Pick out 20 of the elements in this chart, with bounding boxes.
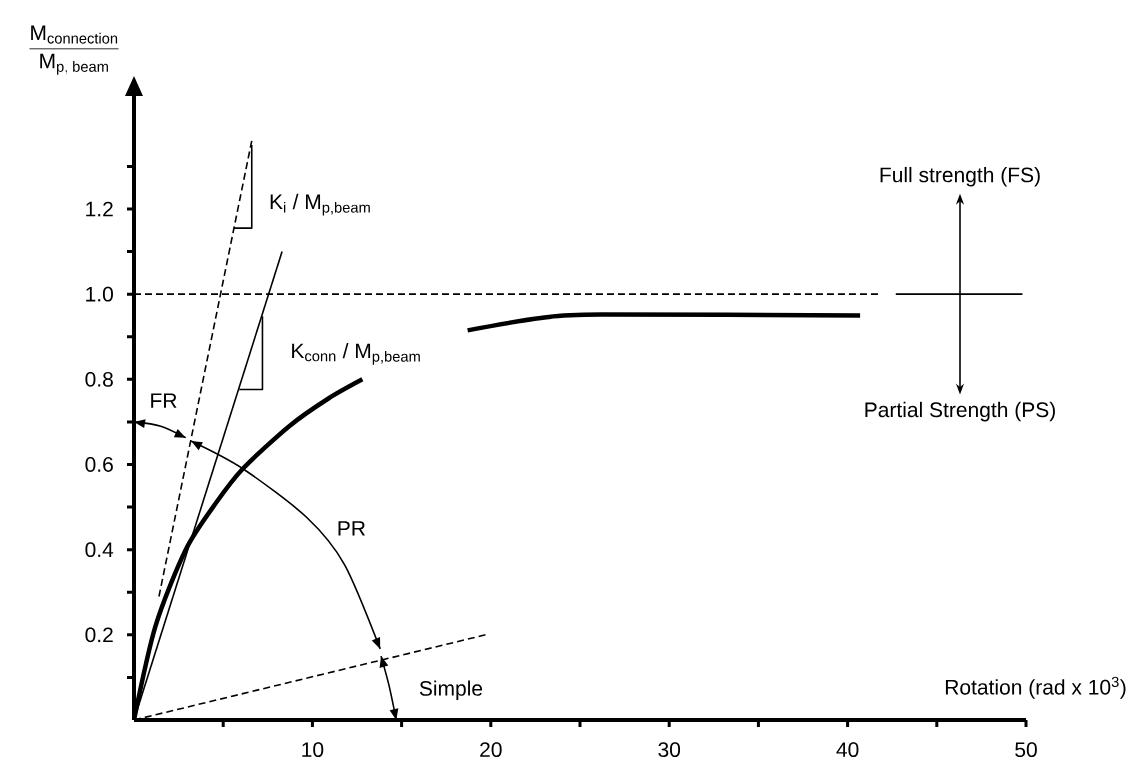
y-tick-label: 0.6 [85, 457, 113, 472]
y-tick-label: 1.2 [86, 201, 113, 217]
y-tick-label: 0.4 [85, 542, 114, 558]
annotation: K$_{conn}$ / M$_{p,beam}$ [292, 342, 420, 365]
y-tick-label: 0.8 [85, 371, 113, 387]
x-tick-label: 10 [302, 742, 324, 758]
annotation: PR [338, 521, 365, 536]
annotation: Partial Strength (PS) [865, 401, 1055, 422]
x-tick-label: 30 [658, 742, 681, 758]
annotation: Simple [419, 680, 483, 700]
annotation: K$_{i}$ / M$_{p,beam}$ [270, 193, 370, 216]
annotation: Full strength (FS) [880, 166, 1040, 187]
y-axis-title: $\dfrac{\mathrm{M}_{\mathrm{connection}}}{\mathrm{M}_{\mathrm{p,\;beam}}}$ [29, 25, 119, 75]
y-tick-label: 1.0 [86, 286, 113, 302]
x-tick-label: 40 [836, 742, 859, 758]
x-axis-title: Rotation (rad x 10$^{3}$) [945, 676, 1126, 699]
x-tick-label: 50 [1015, 742, 1037, 758]
annotation: FR [151, 393, 177, 408]
x-tick-label: 20 [480, 742, 502, 758]
y-tick-label: 0.2 [85, 627, 113, 643]
